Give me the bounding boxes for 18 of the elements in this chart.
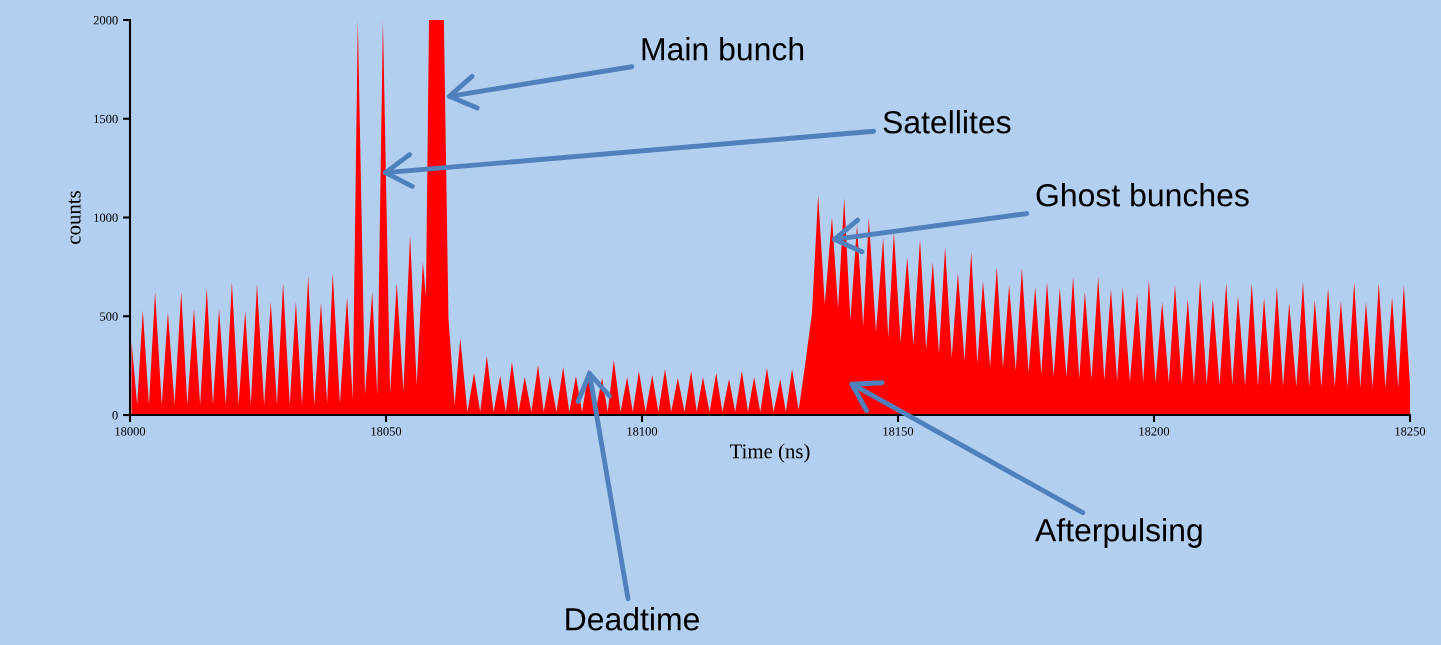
y-tick-label: 1500 [94, 114, 118, 124]
y-tick-label: 2000 [93, 16, 118, 25]
x-tick-label: 18100 [627, 427, 658, 436]
x-tick-label: 18200 [1139, 427, 1170, 436]
annotation: Main bunch [642, 37, 804, 61]
x-tick-label: 18250 [1395, 427, 1426, 436]
y-tick-label: 500 [100, 312, 118, 321]
x-tick-label: 18050 [371, 427, 402, 436]
text: Afterpulsing [1035, 518, 1202, 548]
y-axis-title: counts [68, 191, 81, 244]
y-tick-label: 1000 [94, 213, 118, 222]
x-tick-label: 18150 [883, 427, 914, 436]
annotation: Deadtime [566, 607, 699, 631]
x-tick-label: 18000 [115, 427, 146, 436]
x-axis-title: Time (ns) [729, 443, 810, 463]
annotation: Satellites [883, 110, 1011, 134]
annotation: Ghost bunches [1036, 183, 1249, 207]
y-tick-label: 0 [112, 411, 118, 420]
